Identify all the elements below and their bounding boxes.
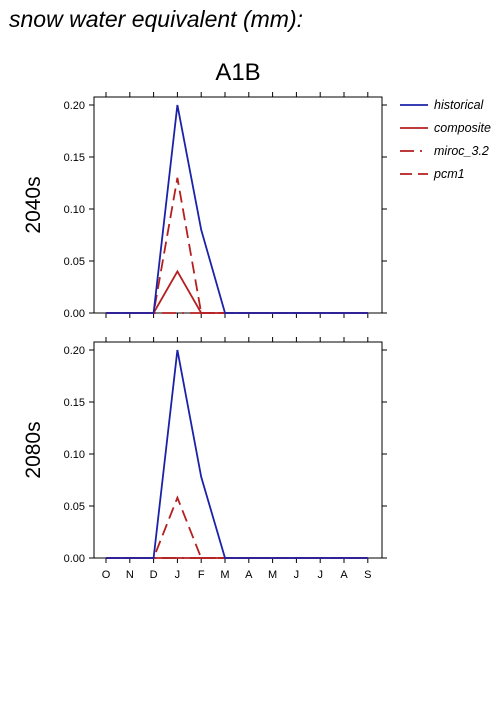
plot-frame-2040s [93, 96, 383, 314]
y-tick-label: 0.10 [64, 449, 85, 461]
period-label: 2080s [22, 421, 45, 478]
x-tick-label: N [126, 569, 134, 581]
y-tick-label: 0.05 [64, 501, 85, 513]
x-tick-label: A [245, 569, 253, 581]
y-tick-label: 0.05 [64, 256, 85, 268]
legend-label-historical: historical [434, 98, 485, 112]
legend-label-pcm1: pcm1 [433, 167, 465, 181]
y-tick-label: 0.20 [64, 100, 85, 112]
series-line-composite-2040s [106, 269, 368, 314]
y-tick-label: 0.15 [64, 152, 85, 164]
x-tick-label: A [340, 569, 348, 581]
x-tick-label: J [175, 569, 181, 581]
y-tick-label: 0.00 [64, 308, 85, 320]
x-tick-label: J [317, 569, 323, 581]
x-tick-label: F [198, 569, 205, 581]
scenario-title: A1B [215, 59, 260, 86]
legend-label-miroc-3-2: miroc_3.2 [434, 144, 489, 158]
y-tick-label: 0.15 [64, 397, 85, 409]
x-tick-label: M [220, 569, 229, 581]
series-line-pcm1-2040s [106, 177, 368, 314]
y-tick-label: 0.00 [64, 553, 85, 565]
legend-label-composite: composite [434, 121, 491, 135]
series-line-historical-2080s [106, 349, 368, 559]
plot-frame-2080s [93, 341, 383, 559]
x-tick-label: O [102, 569, 111, 581]
series-line-historical-2040s [106, 104, 368, 314]
y-tick-label: 0.10 [64, 204, 85, 216]
x-tick-label: M [268, 569, 277, 581]
series-line-pcm1-2080s [106, 495, 368, 559]
period-label: 2040s [22, 176, 45, 233]
x-tick-label: S [364, 569, 371, 581]
x-tick-label: J [294, 569, 300, 581]
y-tick-label: 0.20 [64, 345, 85, 357]
x-tick-label: D [150, 569, 158, 581]
page-title: snow water equivalent (mm): [9, 6, 303, 32]
